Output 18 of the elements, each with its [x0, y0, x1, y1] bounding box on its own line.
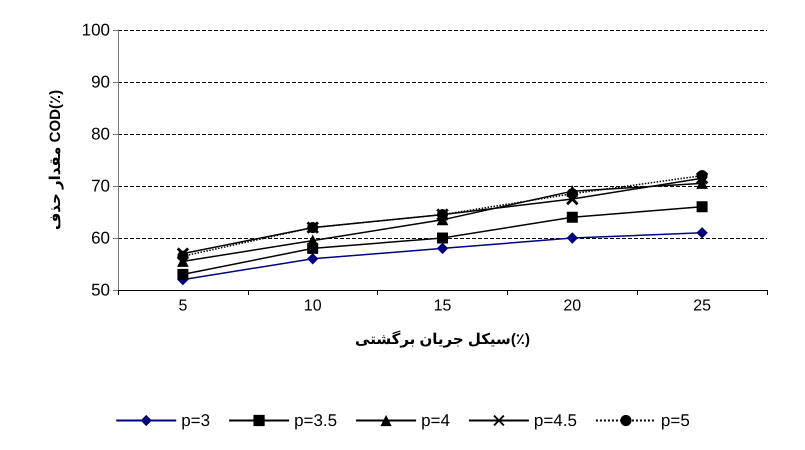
legend-label: p=4.5: [534, 411, 577, 430]
y-tick-label: 50: [91, 280, 110, 300]
y-tick-label: 60: [91, 228, 110, 248]
y-tick-label: 100: [82, 20, 110, 40]
x-tick-label: 25: [693, 298, 712, 314]
x-tick-label: 5: [178, 298, 188, 314]
x-tick-label: 15: [434, 298, 452, 314]
legend-label: p=3.5: [294, 411, 338, 430]
x-axis-title: سیکل جریان برگشتی(٪): [355, 330, 530, 348]
legend-label: p=5: [660, 411, 690, 430]
y-tick-label: 90: [91, 72, 110, 92]
y-tick-label: 80: [91, 124, 110, 144]
x-tick-label: 20: [563, 298, 582, 314]
x-tick-label: 10: [304, 298, 322, 314]
y-axis-title: مقدار حذف COD(٪): [47, 90, 64, 230]
legend-label: p=4: [421, 411, 450, 430]
y-tick-label: 70: [91, 176, 110, 196]
legend-label: p=3: [181, 411, 210, 430]
